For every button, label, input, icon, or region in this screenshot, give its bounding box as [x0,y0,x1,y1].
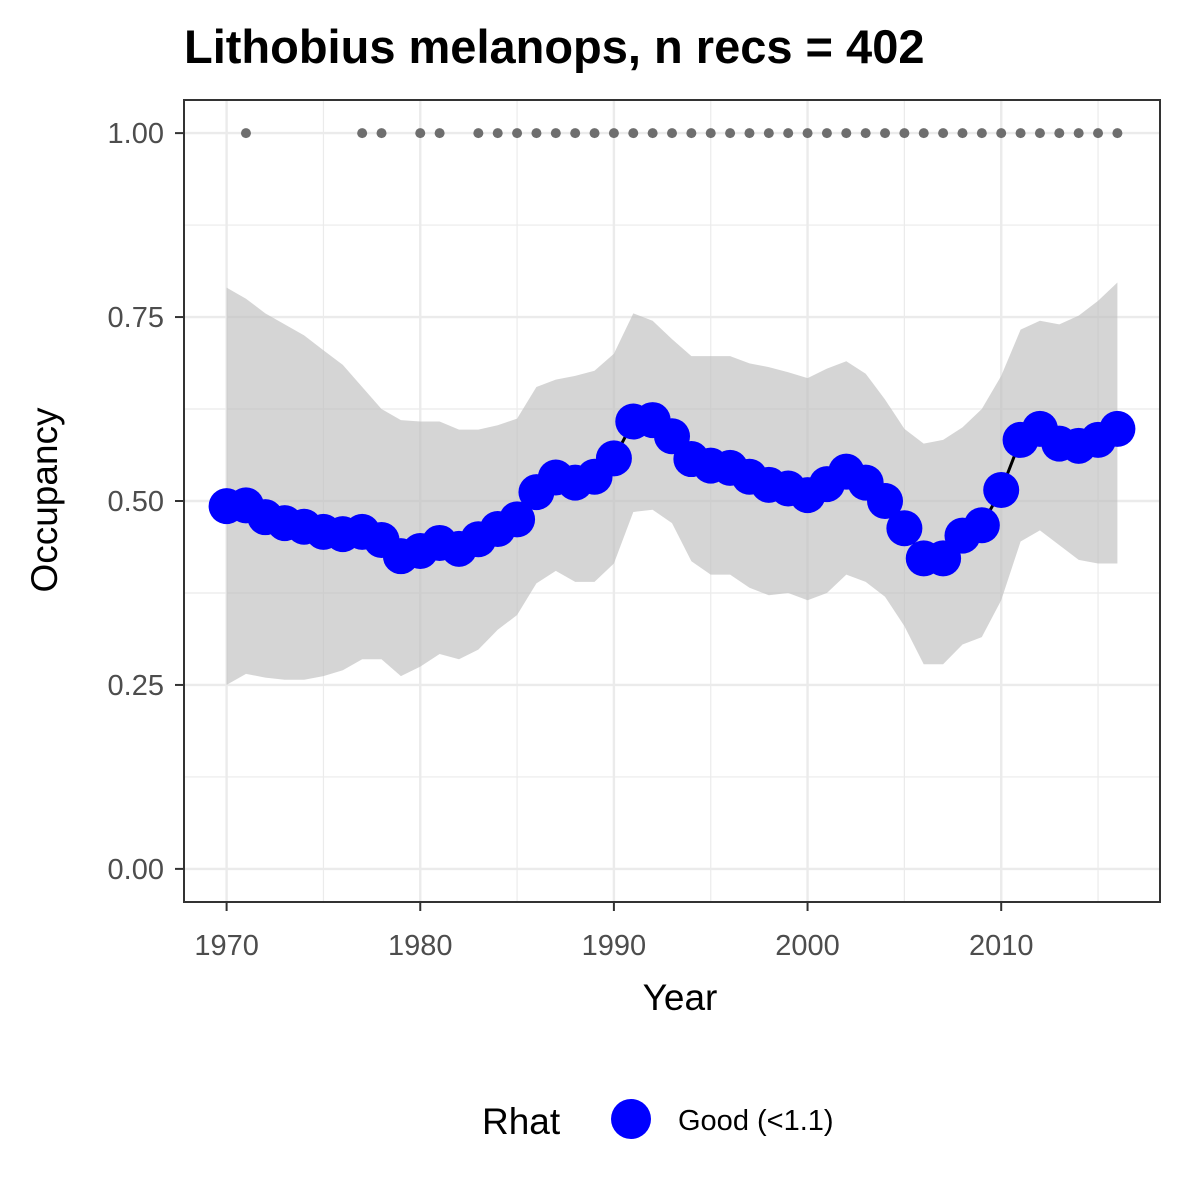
x-tick-label: 1970 [194,930,259,962]
record-dot [802,128,813,139]
record-dot [918,128,929,139]
occupancy-point [963,507,1000,544]
record-dot [550,128,561,139]
record-dot [415,128,426,139]
record-dot [957,128,968,139]
occupancy-point [867,483,904,519]
record-dot [647,128,658,139]
occupancy-point [499,501,536,538]
record-dot [1015,128,1026,139]
x-tick-label: 2000 [775,930,840,962]
record-dot [376,128,387,139]
y-tick-label: 0.50 [108,486,164,518]
record-dot [763,128,774,139]
legend-title: Rhat [482,1101,561,1142]
record-dot [976,128,987,139]
record-dot [1093,128,1104,139]
record-dot [589,128,600,139]
record-dot [570,128,581,139]
record-dots [240,128,1123,139]
record-dot [880,128,891,139]
record-dot [531,128,542,139]
record-dot [841,128,852,139]
chart-title: Lithobius melanops, n recs = 402 [184,20,924,73]
occupancy-point [983,471,1020,508]
x-tick-label: 1980 [388,930,453,962]
y-tick-label: 1.00 [108,118,164,150]
record-dot [240,128,251,139]
record-dot [1054,128,1065,139]
record-dot [357,128,368,139]
x-tick-label: 2010 [969,930,1034,962]
confidence-ribbon [226,282,1118,685]
occupancy-point [595,440,632,477]
record-dot [821,128,832,139]
x-axis: 1970 1980 1990 2000 2010 [194,902,1033,962]
record-dot [434,128,445,139]
legend-label-good: Good (<1.1) [678,1105,834,1137]
record-dot [686,128,697,139]
y-tick-label: 0.75 [108,302,164,334]
record-dot [473,128,484,139]
record-dot [608,128,619,139]
record-dot [705,128,716,139]
y-tick-label: 0.00 [108,854,164,886]
occupancy-points [208,402,1136,577]
record-dot [1034,128,1045,139]
y-tick-label: 0.25 [108,670,164,702]
record-dot [938,128,949,139]
record-dot [899,128,910,139]
occupancy-point [1099,410,1136,447]
record-dot [996,128,1007,139]
record-dot [783,128,794,139]
record-dot [1073,128,1084,139]
record-dot [1112,128,1123,139]
record-dot [744,128,755,139]
record-dot [725,128,736,139]
y-axis: 0.00 0.25 0.50 0.75 1.00 [108,118,184,886]
occupancy-point [886,510,923,547]
record-dot [512,128,523,139]
record-dot [667,128,677,139]
y-axis-title: Occupancy [24,407,65,593]
legend-key-good [611,1099,651,1139]
record-dot [628,128,639,139]
record-dot [860,128,871,139]
legend: Rhat Good (<1.1) [482,1099,834,1142]
x-tick-label: 1990 [582,930,647,962]
record-dot [492,128,503,139]
x-axis-title: Year [643,977,718,1018]
